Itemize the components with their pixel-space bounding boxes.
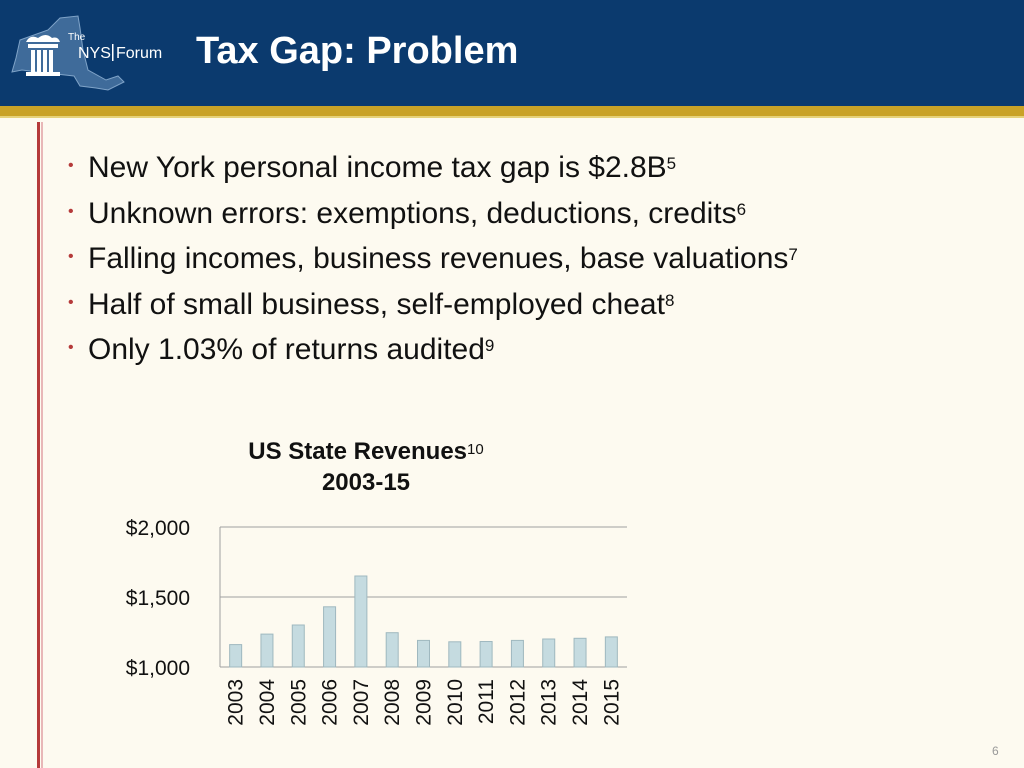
x-tick-label: 2003 [225, 679, 248, 726]
x-tick-label: 2009 [413, 679, 436, 726]
bullet-item: • Unknown errors: exemptions, deductions,… [68, 194, 798, 240]
bullet-item: • New York personal income tax gap is $2.… [68, 148, 798, 194]
footnote-ref: 8 [664, 290, 675, 310]
bullet-text: New York personal income tax gap is $2.8… [88, 151, 667, 184]
revenue-bar-chart: $1,000 $1,500 $2,000 2003 2004 2005 2006 2007 20… [126, 517, 627, 726]
x-tick-label: 2004 [256, 679, 279, 726]
bar [354, 575, 368, 668]
bar [417, 639, 430, 668]
bullet-item: • Half of small business, self-employed c… [68, 285, 798, 331]
ny-state-map-icon: The NYS Forum [11, 15, 162, 91]
y-tick-label: $1,000 [126, 657, 190, 680]
bar [260, 633, 274, 668]
bullet-dot-icon: • [68, 157, 74, 175]
page-number: 6 [992, 744, 999, 758]
bar [323, 606, 337, 668]
column-icon [26, 35, 60, 76]
slide-title: Tax Gap: Problem [196, 30, 519, 72]
bar [479, 641, 493, 668]
bar [604, 636, 618, 668]
x-tick-label: 2011 [475, 679, 498, 724]
header-bar [0, 0, 1024, 106]
chart-title-line1: US State Revenues [248, 438, 468, 465]
y-tick-label: $2,000 [126, 517, 190, 540]
chart-title-line2: 2003-15 [321, 469, 411, 496]
y-tick-label: $1,500 [126, 587, 190, 610]
nys-forum-logo: The NYS Forum [8, 10, 178, 100]
header-gold-thin-stripe [0, 116, 1024, 118]
x-tick-label: 2005 [287, 679, 310, 726]
bullet-dot-icon: • [68, 202, 74, 220]
bullet-text: Unknown errors: exemptions, deductions, … [88, 196, 737, 230]
bullet-dot-icon: • [68, 339, 74, 357]
bar [510, 639, 524, 668]
chart-title: US State Revenues10 2003-15 [196, 436, 536, 498]
logo-the-text: The [68, 32, 86, 43]
footnote-ref: 6 [736, 199, 747, 219]
bar [229, 644, 243, 668]
chart-title-ref: 10 [467, 441, 484, 458]
x-tick-label: 2007 [350, 679, 373, 726]
logo-forum-text: Forum [116, 45, 162, 62]
bullet-text: Only 1.03% of returns audited [88, 333, 485, 366]
bullet-list: • New York personal income tax gap is $2.… [68, 148, 798, 376]
x-tick-label: 2015 [600, 679, 623, 726]
left-accent-line-light [41, 122, 43, 768]
bullet-dot-icon: • [68, 248, 74, 266]
bar [448, 641, 462, 668]
x-tick-label: 2008 [381, 679, 404, 726]
bar [542, 638, 556, 668]
x-tick-label: 2013 [538, 679, 561, 726]
x-tick-label: 2012 [506, 679, 529, 726]
bullet-text: Half of small business, self-employed ch… [88, 287, 665, 321]
left-accent-line [37, 122, 40, 768]
footnote-ref: 7 [788, 245, 798, 264]
bar [291, 624, 305, 668]
x-tick-label: 2006 [319, 679, 342, 726]
footnote-ref: 9 [484, 336, 495, 355]
bar [573, 637, 587, 668]
x-tick-label: 2014 [569, 679, 592, 726]
bullet-text: Falling incomes, business revenues, base… [88, 242, 789, 275]
logo-nys-text: NYS [78, 45, 111, 62]
x-tick-label: 2010 [444, 679, 467, 726]
footnote-ref: 5 [666, 154, 677, 173]
header-gold-stripe [0, 106, 1024, 116]
bullet-item: • Falling incomes, business revenues, bas… [68, 239, 798, 285]
bullet-dot-icon: • [68, 293, 74, 311]
bullet-item: • Only 1.03% of returns audited9 [68, 330, 798, 376]
bar [385, 632, 399, 668]
